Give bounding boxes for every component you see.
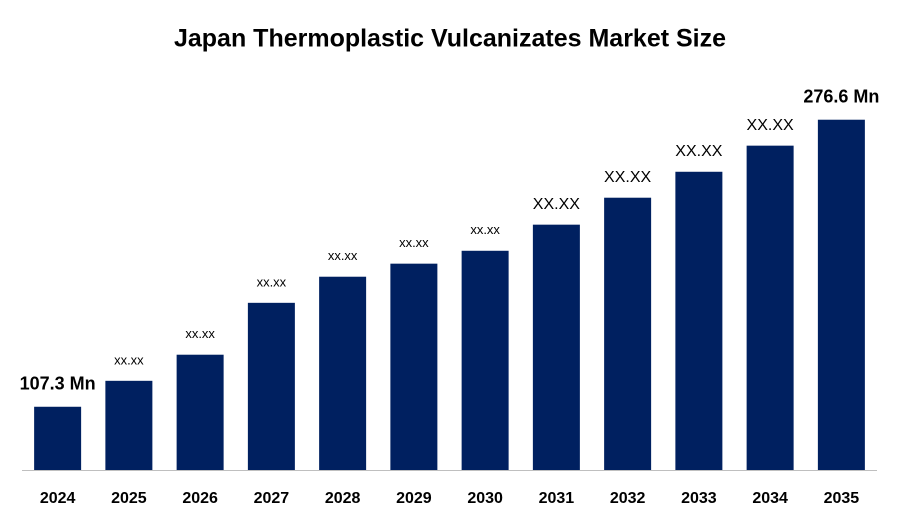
x-tick-label: 2035 [824,490,860,507]
x-tick-label: 2031 [539,490,575,507]
x-tick-label: 2028 [325,490,361,507]
x-tick-label: 2034 [752,490,788,507]
bar [675,171,723,471]
bar [247,302,295,470]
value-label: xx.xx [470,222,500,237]
value-label: XX.XX [604,169,651,186]
value-label: 107.3 Mn [20,374,96,394]
value-label: xx.xx [114,352,144,367]
x-tick-label: 2024 [40,490,76,507]
x-tick-label: 2027 [254,490,290,507]
bar [461,250,509,470]
value-label: XX.XX [533,196,580,213]
bar [105,380,153,470]
x-tick-label: 2025 [111,490,147,507]
bar [319,276,367,470]
bar [532,224,580,470]
value-label: XX.XX [747,117,794,134]
value-label: 276.6 Mn [803,86,879,106]
bar [176,354,224,470]
value-label: xx.xx [328,248,358,263]
bar [390,263,438,470]
x-tick-label: 2026 [182,490,218,507]
value-label: xx.xx [257,274,287,289]
value-label: xx.xx [399,235,429,250]
value-label: xx.xx [185,326,215,341]
x-tick-label: 2029 [396,490,432,507]
x-tick-label: 2032 [610,490,646,507]
bar [817,119,865,471]
chart-title: Japan Thermoplastic Vulcanizates Market … [174,25,726,53]
value-label: XX.XX [675,143,722,160]
bar [604,197,652,470]
bar [746,145,794,470]
x-tick-label: 2033 [681,490,717,507]
bar [34,406,82,470]
x-tick-label: 2030 [467,490,503,507]
